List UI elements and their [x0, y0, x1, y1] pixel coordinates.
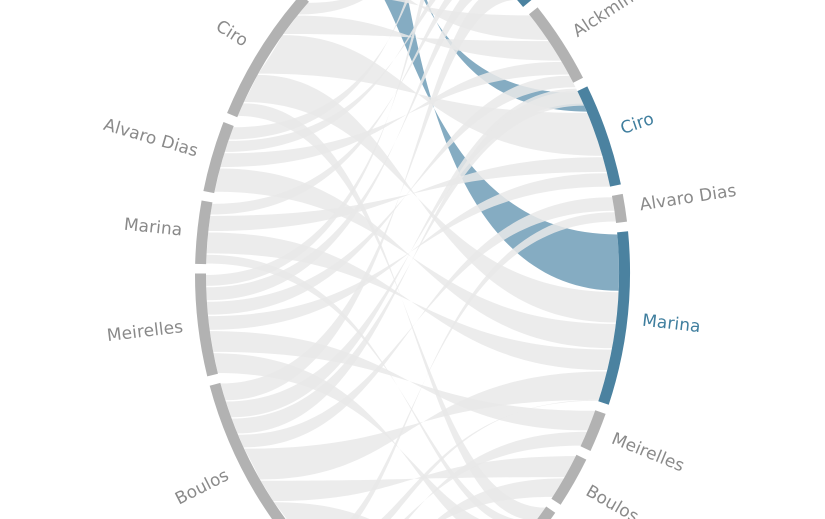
chord-node-label: Boulos — [172, 465, 232, 509]
chord-ribbon[interactable] — [224, 0, 485, 152]
chord-arc[interactable] — [227, 0, 309, 118]
chord-arc[interactable] — [195, 273, 218, 377]
chord-arc[interactable] — [551, 454, 587, 505]
arc-layer — [195, 0, 630, 519]
chord-ribbon[interactable] — [243, 74, 619, 323]
chord-arc[interactable] — [528, 7, 584, 83]
chord-ribbon[interactable] — [298, 0, 432, 15]
chord-node-label: Meirelles — [106, 317, 184, 346]
chord-ribbon[interactable] — [273, 502, 515, 519]
chord-arc[interactable] — [580, 410, 606, 451]
chord-node-label: Ciro — [212, 16, 251, 51]
chord-arc[interactable] — [611, 193, 628, 223]
chord-node-label: Alvaro Dias — [101, 115, 200, 161]
chord-ribbon[interactable] — [214, 168, 616, 349]
chord-ribbon[interactable] — [228, 0, 444, 140]
chord-ribbon[interactable] — [208, 157, 607, 232]
chord-node-label: Boulos — [582, 481, 642, 519]
chord-ribbon[interactable] — [206, 0, 504, 301]
chord-ribbon[interactable] — [210, 0, 494, 215]
chord-arc[interactable] — [195, 200, 213, 265]
chord-ribbon[interactable] — [213, 353, 528, 519]
chord-node-label: Marina — [641, 311, 701, 337]
chord-ribbon[interactable] — [260, 456, 576, 502]
chord-node-label: Alckmin — [569, 0, 637, 42]
chord-node-label: Marina — [123, 215, 183, 241]
chord-ribbon[interactable] — [283, 15, 561, 61]
chord-ribbon[interactable] — [244, 371, 607, 480]
chord-ribbon[interactable] — [320, 431, 587, 519]
chord-ribbon[interactable] — [311, 399, 599, 519]
chord-arc[interactable] — [598, 231, 630, 405]
chord-arc[interactable] — [577, 86, 621, 187]
chord-arc[interactable] — [209, 382, 298, 519]
chord-ribbon[interactable] — [206, 232, 612, 371]
chord-ribbon[interactable] — [206, 254, 535, 519]
chord-node-label: Meirelles — [609, 429, 688, 476]
chord-node-label: Alvaro Dias — [638, 181, 737, 216]
chord-ribbon[interactable] — [304, 212, 616, 519]
chord-ribbon[interactable] — [258, 35, 603, 156]
chord-ribbon[interactable] — [220, 61, 569, 168]
chord-ribbon[interactable] — [332, 478, 564, 519]
chord-arc[interactable] — [479, 506, 556, 519]
chord-node-label: Ciro — [618, 109, 657, 139]
ribbon-layer — [206, 0, 619, 519]
chord-arc[interactable] — [203, 122, 234, 194]
chord-arc[interactable] — [462, 0, 532, 7]
